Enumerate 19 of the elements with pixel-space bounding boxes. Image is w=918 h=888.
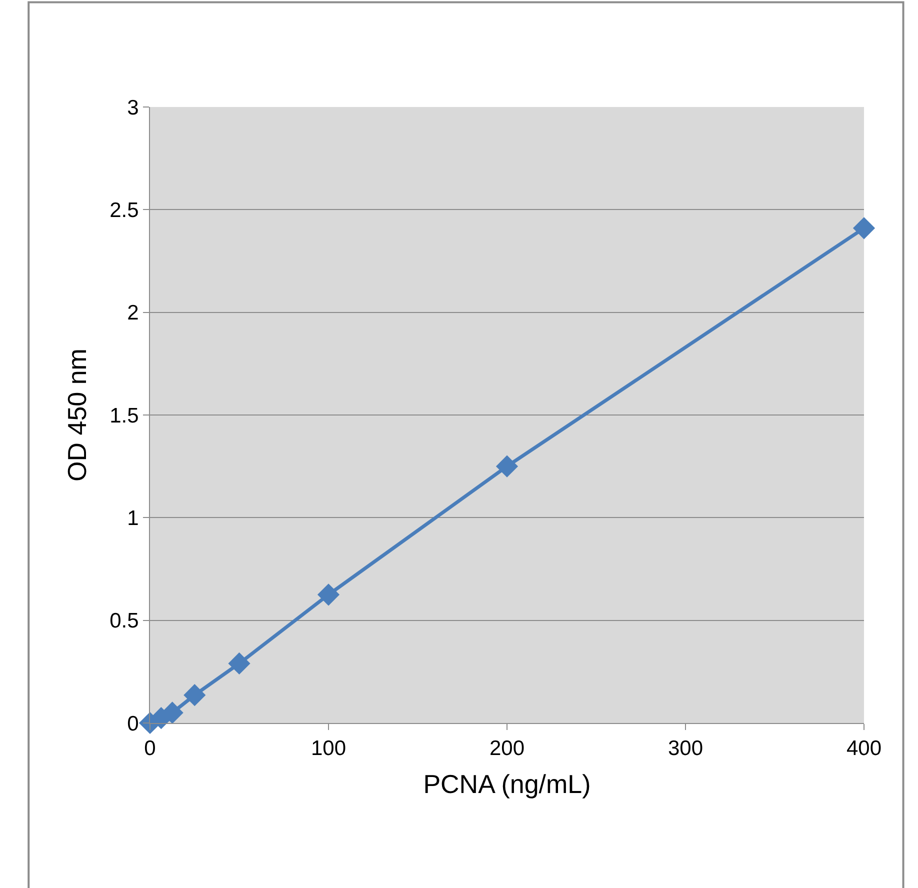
point <box>496 455 518 478</box>
point <box>317 584 340 606</box>
x-tick-label: 400 <box>846 737 882 760</box>
point <box>228 652 250 674</box>
x-tick-label: 0 <box>144 737 156 760</box>
y-axis-title: OD 450 nm <box>62 348 92 482</box>
x-tick-label: 200 <box>489 737 525 760</box>
y-tick-label: 0 <box>127 712 139 736</box>
y-tick-label: 0.5 <box>110 610 139 633</box>
x-tick-label: 100 <box>310 737 346 760</box>
y-tick-label: 1.5 <box>110 404 139 428</box>
y-tick-label: 3 <box>127 96 139 120</box>
y-tick-label: 2.5 <box>110 199 139 222</box>
point <box>852 217 876 240</box>
y-tick-label: 1 <box>127 507 139 530</box>
y-tick-label: 2 <box>127 302 139 325</box>
x-tick-label: 300 <box>668 737 704 760</box>
point <box>184 684 206 706</box>
x-axis-title: PCNA (ng/mL) <box>423 768 591 799</box>
